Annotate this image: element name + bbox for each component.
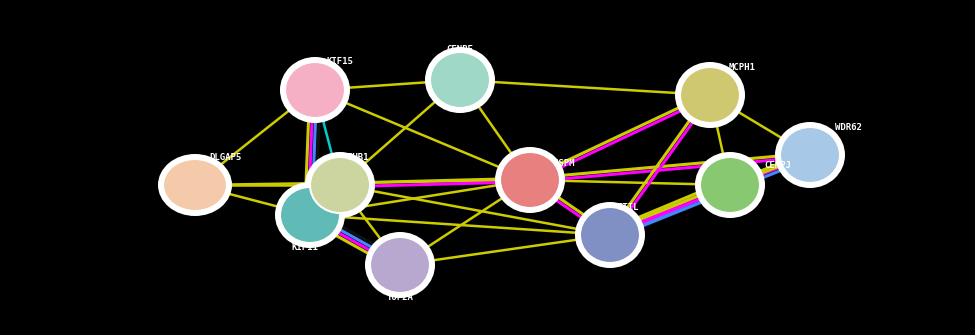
Ellipse shape (285, 62, 345, 118)
Ellipse shape (275, 182, 345, 248)
Text: MCPH1: MCPH1 (728, 64, 756, 72)
Ellipse shape (495, 147, 565, 213)
Ellipse shape (305, 152, 375, 218)
Ellipse shape (310, 157, 370, 213)
Ellipse shape (680, 67, 740, 123)
Text: STIL: STIL (617, 203, 639, 212)
Text: KIF11: KIF11 (292, 243, 319, 252)
Ellipse shape (365, 232, 435, 298)
Ellipse shape (580, 207, 640, 263)
Text: DLGAP5: DLGAP5 (209, 153, 241, 162)
Ellipse shape (500, 152, 560, 208)
Text: CENPJ: CENPJ (764, 160, 792, 170)
Ellipse shape (430, 52, 490, 108)
Text: BUB1: BUB1 (347, 153, 369, 162)
Ellipse shape (775, 122, 845, 188)
Text: CENPF: CENPF (447, 46, 474, 55)
Text: TOP2A: TOP2A (386, 292, 413, 302)
Text: ASPM: ASPM (554, 158, 576, 168)
Ellipse shape (675, 62, 745, 128)
Ellipse shape (158, 154, 232, 216)
Ellipse shape (695, 152, 765, 218)
Ellipse shape (280, 187, 340, 243)
Text: KIF15: KIF15 (327, 58, 353, 67)
Text: WDR62: WDR62 (835, 124, 862, 133)
Ellipse shape (370, 237, 430, 293)
Ellipse shape (700, 157, 760, 213)
Ellipse shape (163, 159, 227, 211)
Ellipse shape (780, 127, 840, 183)
Ellipse shape (425, 47, 495, 113)
Ellipse shape (280, 57, 350, 123)
Ellipse shape (575, 202, 645, 268)
